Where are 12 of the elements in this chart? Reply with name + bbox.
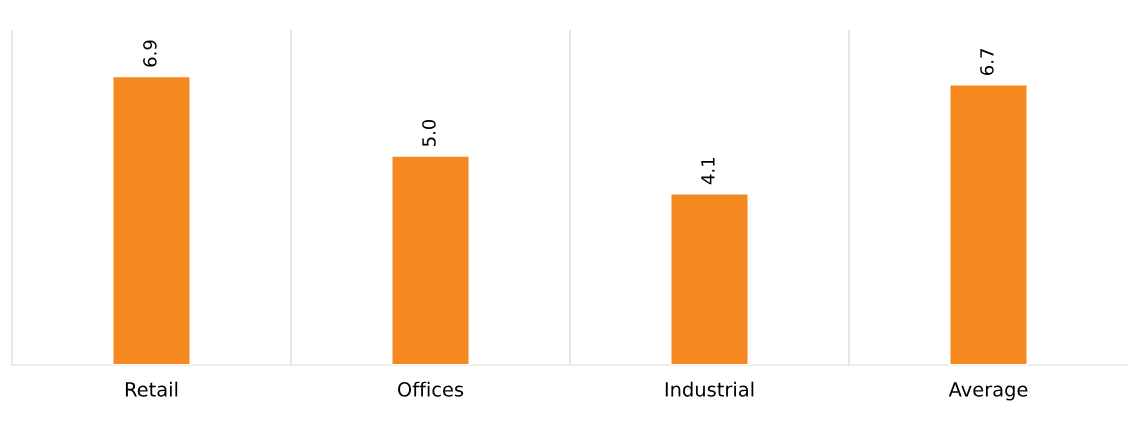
bar: [669, 192, 750, 365]
data-label: 6.9: [143, 40, 157, 67]
bar: [948, 83, 1029, 365]
x-tick-label: Offices: [398, 381, 464, 397]
bar: [390, 154, 471, 365]
data-label: 5.0: [422, 119, 436, 146]
x-tick-label: Average: [948, 382, 1028, 401]
bar: [111, 75, 192, 365]
data-label: 6.7: [980, 49, 994, 75]
x-tick-label: Industrial: [665, 381, 754, 397]
x-tick-label: Retail: [125, 381, 178, 397]
data-label: 4.1: [701, 158, 715, 185]
